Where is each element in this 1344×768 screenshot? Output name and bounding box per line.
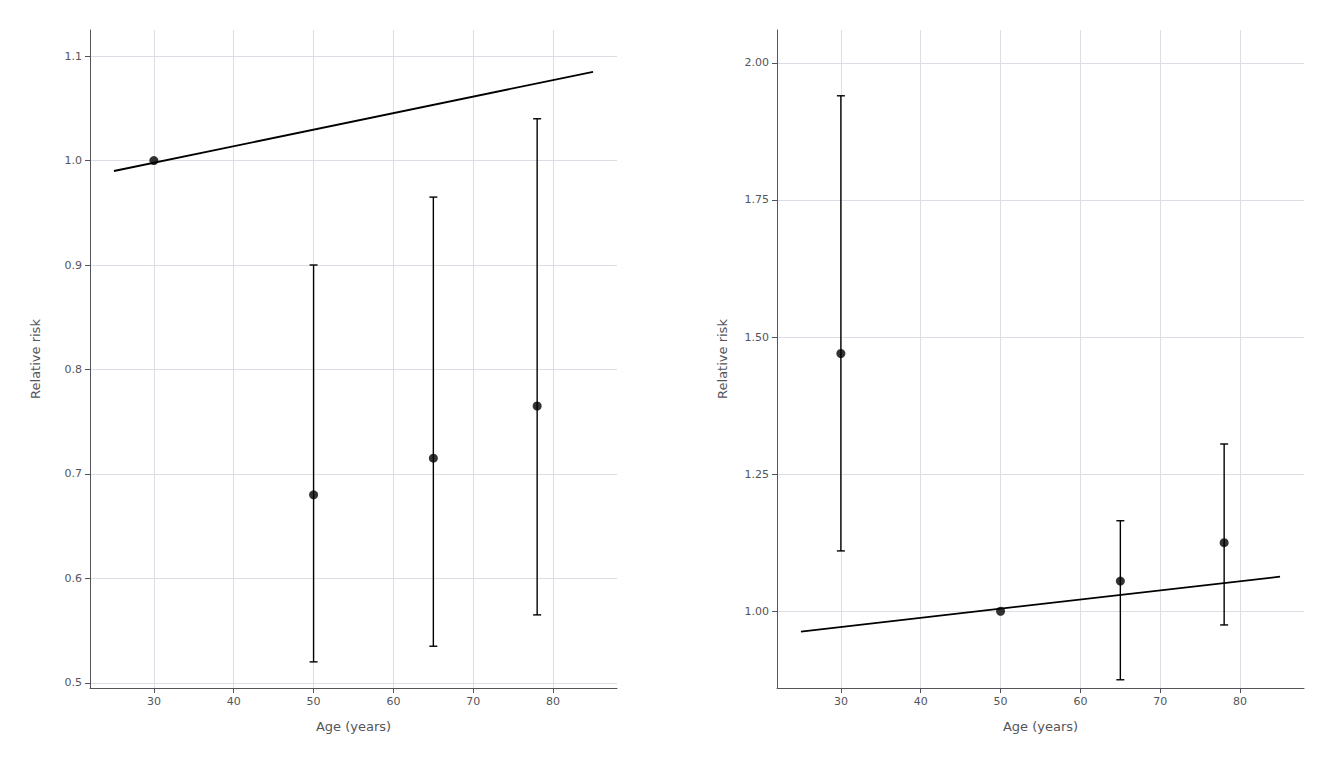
- svg-text:0.8: 0.8: [65, 363, 83, 376]
- svg-text:80: 80: [546, 695, 560, 708]
- svg-text:1.25: 1.25: [745, 468, 770, 481]
- svg-text:50: 50: [994, 695, 1008, 708]
- svg-text:1.75: 1.75: [745, 193, 770, 206]
- svg-text:Relative risk: Relative risk: [715, 319, 730, 399]
- svg-text:Relative risk: Relative risk: [28, 319, 43, 399]
- svg-text:80: 80: [1233, 695, 1247, 708]
- svg-text:60: 60: [386, 695, 400, 708]
- svg-text:2.00: 2.00: [745, 56, 770, 69]
- svg-text:1.1: 1.1: [65, 50, 83, 63]
- svg-text:Age (years): Age (years): [316, 719, 391, 734]
- svg-text:1.50: 1.50: [745, 331, 770, 344]
- svg-text:0.7: 0.7: [65, 467, 83, 480]
- svg-text:50: 50: [307, 695, 321, 708]
- svg-text:60: 60: [1073, 695, 1087, 708]
- svg-text:0.6: 0.6: [65, 572, 83, 585]
- svg-text:30: 30: [147, 695, 161, 708]
- svg-text:1.00: 1.00: [745, 605, 770, 618]
- svg-text:40: 40: [227, 695, 241, 708]
- svg-text:0.5: 0.5: [65, 676, 83, 689]
- svg-text:40: 40: [914, 695, 928, 708]
- svg-text:70: 70: [1153, 695, 1167, 708]
- svg-text:1.0: 1.0: [65, 154, 83, 167]
- svg-text:70: 70: [466, 695, 480, 708]
- svg-text:30: 30: [834, 695, 848, 708]
- svg-text:Age (years): Age (years): [1003, 719, 1078, 734]
- svg-text:0.9: 0.9: [65, 259, 83, 272]
